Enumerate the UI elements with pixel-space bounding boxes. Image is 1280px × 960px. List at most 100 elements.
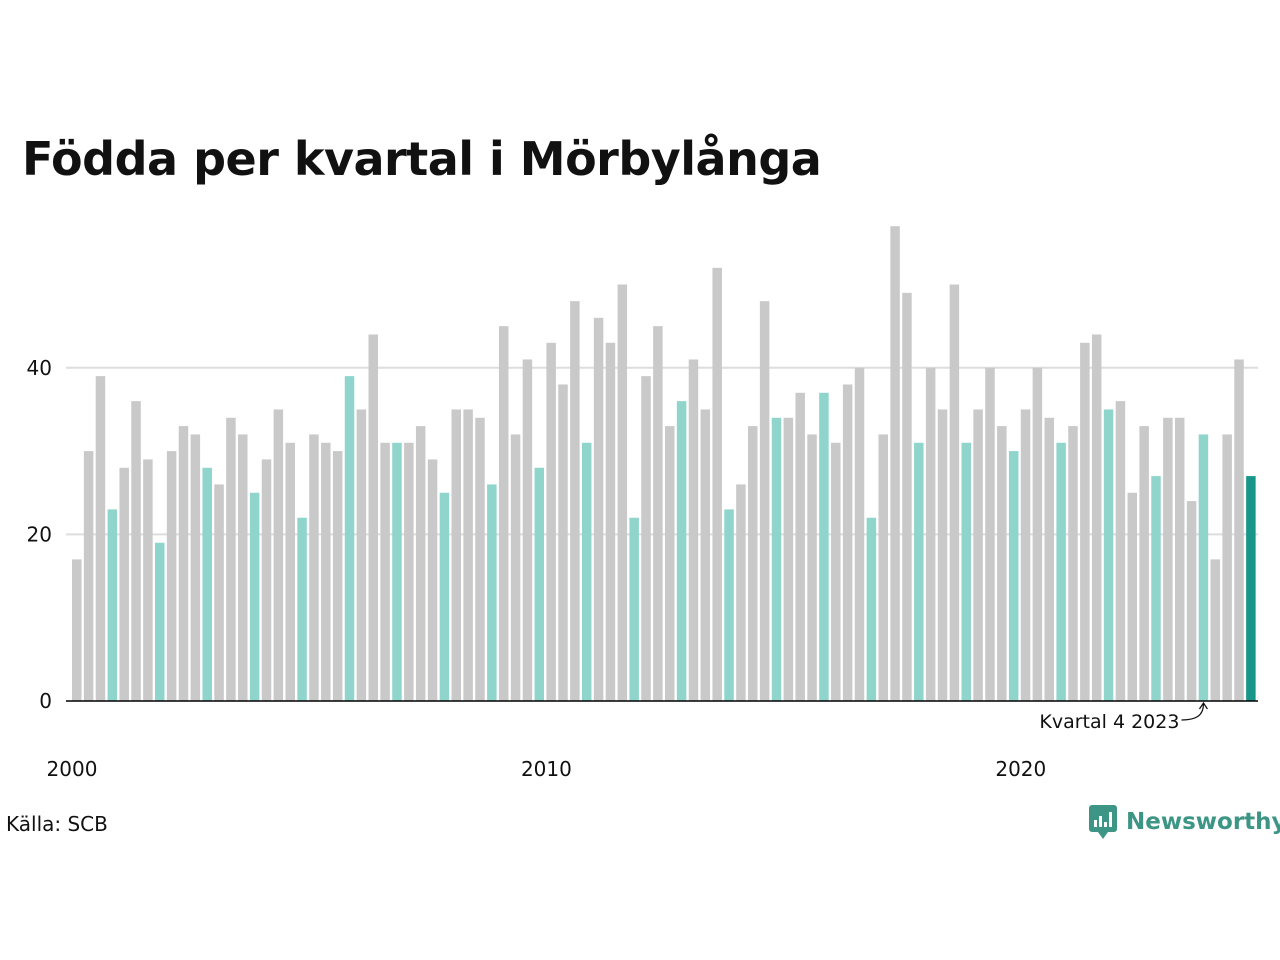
bar	[1139, 426, 1149, 701]
bar	[914, 442, 924, 701]
bar	[344, 376, 355, 701]
bar	[712, 267, 722, 701]
bar	[1186, 501, 1197, 701]
latest-annotation: Kvartal 4 2023	[1039, 701, 1208, 733]
bar	[226, 417, 236, 701]
bar	[238, 434, 248, 701]
bar	[297, 517, 307, 701]
bar	[1127, 492, 1138, 701]
bar	[273, 409, 284, 701]
bar	[249, 492, 260, 701]
bar	[653, 326, 663, 701]
y-tick-label: 40	[27, 356, 52, 380]
bar	[759, 301, 770, 701]
bar	[581, 442, 592, 701]
chart-title: Födda per kvartal i Mörbylånga	[22, 132, 822, 186]
bar	[1174, 417, 1185, 701]
bar	[107, 509, 118, 701]
bar	[1115, 401, 1126, 701]
source-label: Källa: SCB	[6, 812, 108, 836]
bar	[1020, 409, 1031, 701]
bar	[178, 426, 189, 701]
bar	[1032, 367, 1043, 701]
bar	[498, 326, 509, 701]
y-tick-labels: 0 20 40	[27, 356, 52, 713]
bar	[558, 384, 568, 701]
bar	[451, 409, 462, 701]
bar	[95, 376, 106, 701]
bar	[321, 442, 331, 701]
bar	[925, 367, 936, 701]
bar	[487, 484, 497, 701]
bar	[546, 342, 556, 701]
bar	[1068, 426, 1078, 701]
bar	[1163, 417, 1173, 701]
bar	[510, 434, 521, 701]
bars	[72, 226, 1256, 701]
bar	[688, 359, 699, 701]
bar	[748, 426, 758, 701]
bar	[475, 417, 485, 701]
bar	[309, 434, 319, 701]
bar	[1210, 559, 1221, 701]
bar	[878, 434, 888, 701]
bar	[439, 492, 450, 701]
bar	[854, 367, 865, 701]
bar	[190, 434, 201, 701]
x-tick-labels: 2000 2010 2020	[47, 757, 1047, 781]
bar	[831, 442, 841, 701]
bar	[676, 401, 687, 701]
bar	[807, 434, 817, 701]
brand-name: Newsworthy	[1126, 809, 1280, 835]
bar	[937, 409, 948, 701]
bar	[332, 451, 343, 701]
bar	[261, 459, 272, 701]
bar	[1234, 359, 1244, 701]
bar	[665, 426, 675, 701]
bar	[1151, 476, 1161, 701]
x-tick-label: 2000	[47, 757, 98, 781]
y-tick-label: 20	[27, 522, 52, 546]
bar	[166, 451, 177, 701]
bar	[570, 301, 580, 701]
bar	[143, 459, 153, 701]
bar	[119, 467, 129, 701]
bar	[1044, 417, 1055, 701]
y-tick-label: 0	[39, 689, 52, 713]
bar	[783, 417, 794, 701]
bar	[415, 426, 426, 701]
bar	[700, 409, 711, 701]
bar	[1080, 342, 1090, 701]
bar	[902, 292, 912, 701]
bar	[404, 442, 414, 701]
bar	[736, 484, 746, 701]
bar	[1246, 476, 1256, 701]
bar	[819, 392, 829, 701]
bar	[771, 417, 782, 701]
x-tick-label: 2020	[995, 757, 1046, 781]
bar	[1056, 442, 1066, 701]
newsworthy-logo-icon	[1089, 805, 1117, 839]
bar	[534, 467, 545, 701]
newsworthy-logo: Newsworthy	[1088, 804, 1280, 840]
bar	[131, 401, 141, 701]
bar	[961, 442, 971, 701]
bar	[463, 409, 473, 701]
bar	[1222, 434, 1232, 701]
bar	[1198, 434, 1209, 701]
bar	[380, 442, 390, 701]
bar	[83, 451, 94, 701]
annotation-arrow	[1181, 703, 1205, 721]
bar	[214, 484, 224, 701]
bar	[593, 317, 604, 701]
bar	[617, 284, 628, 701]
bar	[522, 359, 533, 701]
annotation-arrowhead	[1198, 701, 1208, 710]
bar	[368, 334, 378, 701]
bar	[1091, 334, 1102, 701]
bar	[842, 384, 853, 701]
bar	[997, 426, 1007, 701]
bar	[72, 559, 82, 701]
bar	[202, 467, 212, 701]
